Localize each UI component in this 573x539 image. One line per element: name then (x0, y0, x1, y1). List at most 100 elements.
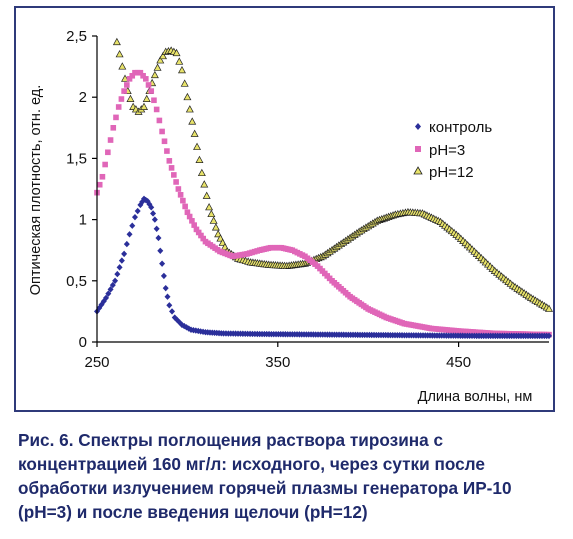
x-axis-label: Длина волны, нм (418, 389, 533, 405)
data-point (189, 218, 195, 224)
data-point (166, 302, 173, 309)
data-point (188, 117, 197, 125)
data-point (545, 304, 553, 312)
x-tick-label: 450 (446, 354, 471, 371)
data-point (185, 105, 194, 113)
data-point (143, 76, 149, 82)
legend-label-control: контроль (429, 119, 492, 136)
data-point (161, 138, 168, 145)
data-point (175, 57, 184, 65)
data-point (159, 51, 167, 60)
data-point (184, 209, 191, 216)
legend: контроль pH=3 pH=12 (413, 119, 492, 181)
data-point (198, 232, 204, 239)
data-point (180, 197, 186, 204)
data-point (105, 290, 112, 297)
data-point (103, 294, 110, 302)
data-point (172, 48, 181, 57)
data-point (202, 191, 211, 199)
data-point (169, 308, 176, 315)
figure-caption: Рис. 6. Спектры поглощения раствора тиро… (18, 430, 512, 522)
data-point (96, 181, 103, 188)
data-point (160, 272, 167, 280)
y-tick-label: 2 (79, 89, 87, 106)
data-point (118, 257, 125, 264)
x-tick-label: 350 (265, 354, 290, 371)
data-point (546, 332, 552, 340)
data-point (200, 235, 207, 242)
data-point (99, 173, 106, 180)
data-point (107, 137, 114, 143)
data-point (105, 149, 111, 156)
data-point (113, 114, 119, 121)
data-point (183, 92, 192, 101)
data-point (190, 129, 199, 137)
data-point (150, 70, 159, 79)
legend-item-ph3: pH=3 (415, 142, 465, 159)
data-point (137, 69, 144, 76)
data-point (109, 281, 116, 289)
data-point (153, 63, 162, 71)
chart-frame: 0 0,5 1 1,5 2 2,5 250 350 450 Оптическая плотнос… (14, 6, 555, 412)
data-point (175, 186, 182, 192)
data-point (107, 286, 114, 293)
data-point (193, 142, 202, 150)
y-tick-label: 1,5 (66, 150, 87, 167)
legend-marker-ph12 (413, 166, 423, 175)
data-point (112, 37, 121, 46)
legend-marker-ph3 (415, 146, 421, 152)
data-point (116, 264, 123, 271)
data-point (207, 209, 216, 218)
data-point (110, 125, 117, 131)
data-point (134, 207, 141, 215)
data-point (157, 247, 164, 255)
data-point (126, 76, 133, 82)
data-point (164, 148, 170, 154)
data-point (145, 82, 152, 88)
legend-label-ph12: pH=12 (429, 164, 474, 181)
data-point (151, 97, 157, 104)
data-point (211, 223, 220, 231)
data-point (112, 277, 119, 284)
data-point (164, 293, 171, 300)
series-ph3 (94, 69, 552, 338)
data-point (200, 180, 209, 188)
data-point (153, 225, 160, 232)
legend-item-ph12: pH=12 (413, 164, 474, 181)
data-point (162, 284, 169, 292)
data-point (115, 104, 122, 110)
legend-marker-control (415, 123, 421, 130)
data-point (153, 106, 160, 113)
data-point (150, 210, 157, 217)
data-point (191, 222, 197, 228)
data-point (126, 231, 133, 238)
y-tick-label: 1 (79, 212, 87, 229)
data-point (129, 222, 136, 229)
data-point (159, 128, 165, 135)
data-point (171, 172, 177, 178)
y-tick-label: 0,5 (66, 273, 87, 290)
data-point (118, 96, 125, 102)
data-point (193, 226, 200, 233)
data-point (131, 213, 138, 221)
data-point (118, 62, 127, 70)
data-point (166, 158, 173, 164)
data-point (121, 74, 130, 82)
data-point (126, 94, 135, 102)
data-series-layer (94, 37, 553, 340)
tick-layer: 0 0,5 1 1,5 2 2,5 250 350 450 (66, 28, 471, 371)
data-point (209, 216, 218, 224)
data-point (177, 65, 186, 74)
series-control (94, 195, 552, 340)
data-point (155, 234, 162, 242)
data-point (124, 82, 130, 88)
data-point (151, 216, 158, 223)
data-point (123, 240, 130, 248)
series-ph12 (112, 37, 553, 312)
data-point (156, 117, 163, 124)
data-point (156, 56, 165, 64)
data-point (121, 88, 127, 94)
data-point (140, 72, 146, 79)
y-tick-label: 0 (79, 334, 87, 351)
data-point (121, 250, 128, 258)
